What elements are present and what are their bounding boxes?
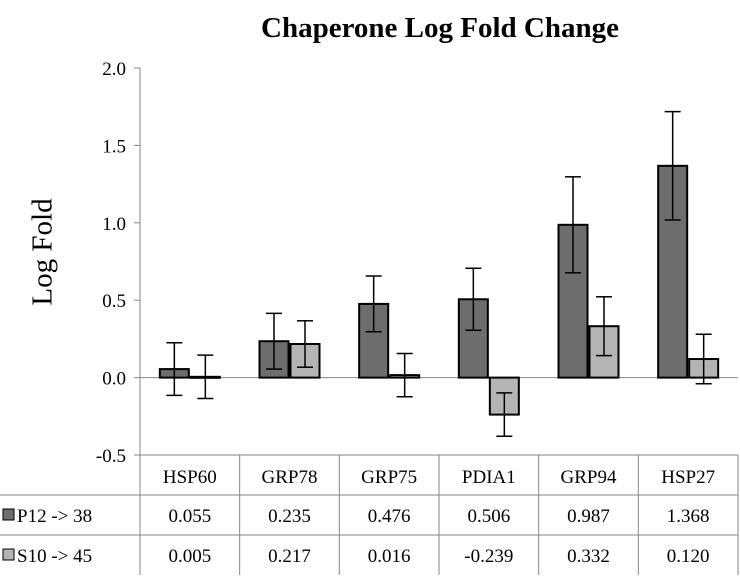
data-table-value: 0.476 xyxy=(368,506,411,527)
y-tick-label: 0.5 xyxy=(102,291,126,312)
data-table-value: 0.235 xyxy=(268,506,311,527)
x-tick-label: GRP78 xyxy=(262,467,318,488)
data-table-value: 0.016 xyxy=(368,546,411,567)
data-table-value: 0.005 xyxy=(168,546,211,567)
x-tick-label: PDIA1 xyxy=(462,467,516,488)
data-table-value: 0.332 xyxy=(567,546,610,567)
legend-key-p12 xyxy=(2,508,15,521)
data-table-value: 0.987 xyxy=(567,506,610,527)
y-tick-label: 2.0 xyxy=(102,59,126,80)
data-table-value: 0.055 xyxy=(168,506,211,527)
x-tick-label: GRP94 xyxy=(561,467,617,488)
legend-key-s10 xyxy=(2,548,15,561)
x-tick-label: HSP27 xyxy=(661,467,715,488)
y-tick-label: 1.0 xyxy=(102,214,126,235)
chart-title: Chaperone Log Fold Change xyxy=(261,12,619,44)
y-tick-label: -0.5 xyxy=(96,446,126,467)
bar-s10-pdia1 xyxy=(488,376,520,416)
data-table-value: 1.368 xyxy=(667,506,710,527)
data-table-value: 0.217 xyxy=(268,546,311,567)
x-tick-label: GRP75 xyxy=(361,467,417,488)
y-tick-label: 1.5 xyxy=(102,136,126,157)
legend-label: S10 -> 45 xyxy=(17,546,92,567)
legend-label: P12 -> 38 xyxy=(17,506,92,527)
y-tick-label: 0.0 xyxy=(102,369,126,390)
data-table-value: 0.506 xyxy=(467,506,510,527)
x-tick-label: HSP60 xyxy=(163,467,217,488)
data-table-value: -0.239 xyxy=(464,546,513,567)
data-table-value: 0.120 xyxy=(667,546,710,567)
